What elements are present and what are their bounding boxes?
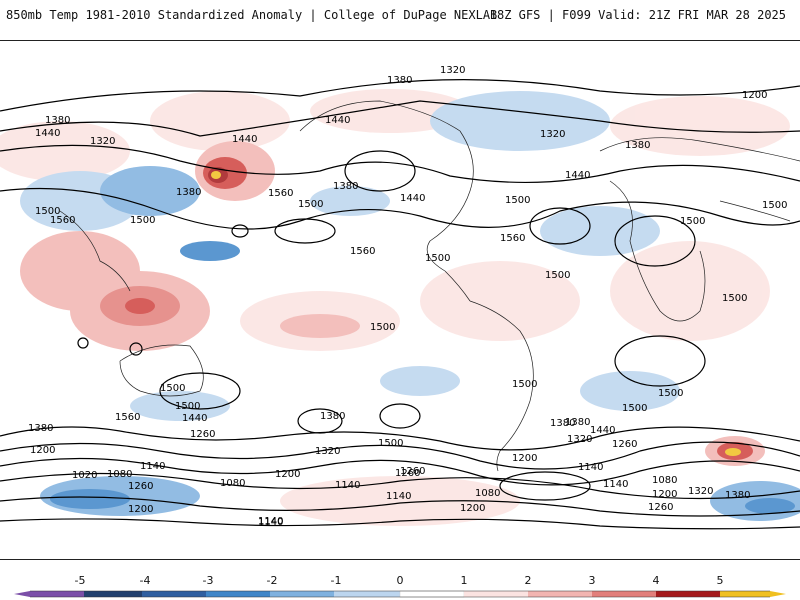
- contour-label: 1200: [652, 489, 677, 500]
- contour-label: 1320: [90, 136, 115, 147]
- contour-label: 1560: [50, 215, 75, 226]
- contour-label: 1140: [140, 461, 165, 472]
- contour-label: 1440: [232, 134, 257, 145]
- contour-label: 1200: [128, 504, 153, 515]
- contour-label: 1260: [648, 502, 673, 513]
- colorbar-label: 2: [524, 574, 532, 587]
- contour-label: 1440: [590, 425, 615, 436]
- colorbar-label: -4: [139, 574, 151, 587]
- contour-label: 1560: [268, 188, 293, 199]
- contour-label: 1440: [400, 193, 425, 204]
- map-frame: 1320 1380 1440 1200 1320 1380 1440 1500 …: [0, 40, 800, 560]
- anomaly-map: 1320 1380 1440 1200 1320 1380 1440 1500 …: [0, 41, 800, 559]
- colorbar-label: 5: [716, 574, 724, 587]
- contour-label: 1440: [35, 128, 60, 139]
- colorbar: -5 -4 -3 -2 -1 0 1 2 3 4 5: [0, 574, 800, 600]
- contour-label: 1500: [160, 383, 185, 394]
- colorbar-label: -3: [202, 574, 214, 587]
- contour-label: 1380: [333, 181, 358, 192]
- contour-label: 1260: [612, 439, 637, 450]
- contour-label: 1320: [688, 486, 713, 497]
- contour-label: 1140: [335, 480, 360, 491]
- contour-label: 1500: [35, 206, 60, 217]
- contour-label: 1500: [370, 322, 395, 333]
- height-contours: [0, 79, 800, 530]
- contour-label: 1380: [320, 411, 345, 422]
- contour-label: 1080: [107, 469, 132, 480]
- contour-label: 1380: [45, 115, 70, 126]
- header: 850mb Temp 1981-2010 Standardized Anomal…: [0, 0, 800, 32]
- contour-label: 1200: [275, 469, 300, 480]
- contour-label: 1500: [298, 199, 323, 210]
- contour-label: 1200: [742, 90, 767, 101]
- contour-label: 1080: [475, 488, 500, 499]
- contour-label: 1500: [175, 401, 200, 412]
- contour-label: 1260: [400, 466, 425, 477]
- contour-label: 1320: [315, 446, 340, 457]
- contour-label: 1080: [220, 478, 245, 489]
- contour-label: 1380: [387, 75, 412, 86]
- colorbar-label: 1: [460, 574, 468, 587]
- colorbar-ramp: [14, 590, 786, 598]
- contour-label: 1080: [652, 475, 677, 486]
- contour-label: 1320: [440, 65, 465, 76]
- contour-label: 1380: [625, 140, 650, 151]
- contour-label: 1560: [115, 412, 140, 423]
- contour-label: 1260: [395, 468, 420, 479]
- colorbar-label: 4: [652, 574, 660, 587]
- colorbar-label: 0: [396, 574, 404, 587]
- contour-label: 1380: [28, 423, 53, 434]
- contour-label: 1440: [325, 115, 350, 126]
- contour-label: 1260: [190, 429, 215, 440]
- contour-label: 1500: [505, 195, 530, 206]
- contour-label: 1500: [622, 403, 647, 414]
- contour-label: 1200: [512, 453, 537, 464]
- contour-label: 1380: [176, 187, 201, 198]
- contour-label: 1380: [565, 417, 590, 428]
- contour-label: 1500: [378, 438, 403, 449]
- contour-label: 1500: [680, 216, 705, 227]
- contour-label: 1500: [722, 293, 747, 304]
- run-info: 18Z GFS | F099 Valid: 21Z FRI MAR 28 202…: [489, 8, 786, 22]
- contour-label: 1500: [425, 253, 450, 264]
- contour-label: 1260: [128, 481, 153, 492]
- contour-label: 1200: [460, 503, 485, 514]
- colorbar-label: 3: [588, 574, 596, 587]
- contour-label: 1140: [258, 516, 283, 527]
- colorbar-label: -5: [74, 574, 86, 587]
- contour-label: 1020: [72, 470, 97, 481]
- contour-label: 1320: [540, 129, 565, 140]
- contour-label: 1500: [512, 379, 537, 390]
- contour-label: 1440: [182, 413, 207, 424]
- coastlines: [59, 100, 800, 472]
- anomaly-shading: [0, 89, 800, 526]
- contour-label: 1140: [603, 479, 628, 490]
- contour-label: 1440: [565, 170, 590, 181]
- contour-label: 1200: [30, 445, 55, 456]
- contour-label: 1380: [550, 418, 575, 429]
- contour-label: 1320: [567, 434, 592, 445]
- contour-label: 1500: [130, 215, 155, 226]
- contour-label: 1140: [258, 517, 283, 528]
- contour-labels: 1320 1380 1440 1200 1320 1380 1440 1500 …: [28, 65, 787, 528]
- contour-label: 1140: [386, 491, 411, 502]
- contour-label: 1560: [350, 246, 375, 257]
- contour-label: 1500: [545, 270, 570, 281]
- colorbar-label: -2: [266, 574, 278, 587]
- map-title: 850mb Temp 1981-2010 Standardized Anomal…: [6, 8, 498, 22]
- contour-label: 1500: [762, 200, 787, 211]
- colorbar-label: -1: [330, 574, 342, 587]
- contour-label: 1500: [658, 388, 683, 399]
- contour-label: 1140: [578, 462, 603, 473]
- contour-label: 1380: [725, 490, 750, 501]
- contour-label: 1560: [500, 233, 525, 244]
